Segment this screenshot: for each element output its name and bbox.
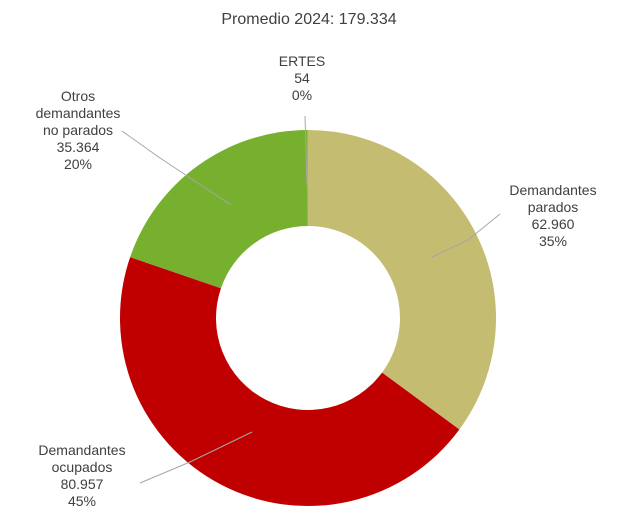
data-label-ertes: ERTES 54 0%	[279, 53, 325, 103]
slice-demandantes-ocupados	[119, 257, 460, 506]
slice-demandantes-parados	[308, 130, 497, 430]
slice-otros-demandantes-no-parados	[130, 130, 308, 289]
data-label-otros-demandantes-no-parados: Otros demandantes no parados 35.364 20%	[36, 88, 121, 172]
data-label-demandantes-parados: Demandantes parados 62.960 35%	[509, 182, 596, 249]
leader-line	[139, 431, 253, 484]
data-label-demandantes-ocupados: Demandantes ocupados 80.957 45%	[38, 442, 125, 509]
leader-line	[304, 115, 308, 186]
donut-slices	[119, 130, 497, 506]
leader-line	[121, 130, 232, 206]
leader-line	[431, 213, 501, 258]
slice-labels: Demandantes parados 62.960 35% Demandantes oc…	[36, 53, 597, 509]
chart-title: Promedio 2024: 179.334	[221, 11, 396, 28]
